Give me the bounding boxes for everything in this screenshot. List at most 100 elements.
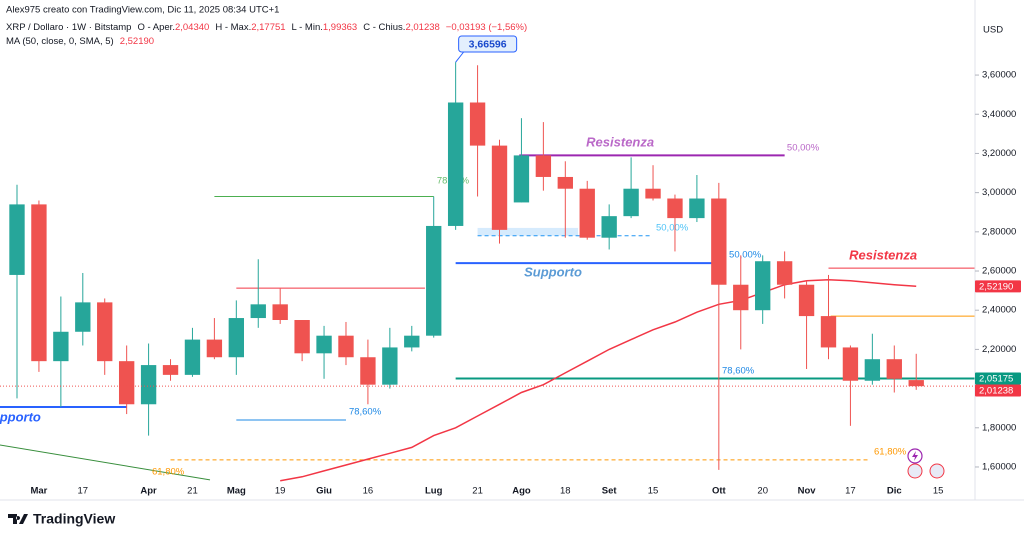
candle-body <box>447 102 464 226</box>
fib-label: 78,60% <box>722 365 755 376</box>
y-tick-label: 1,60000 <box>982 461 1016 472</box>
drawing-label: Supporto <box>0 409 41 424</box>
ma-line <box>280 279 917 482</box>
candle-body <box>557 176 573 189</box>
candle-body <box>75 302 91 332</box>
x-tick-label: 16 <box>363 486 374 497</box>
y-tick-label: 2,80000 <box>982 226 1016 237</box>
ohlc-name: C - Chius. <box>363 22 405 33</box>
event-icon <box>929 463 945 479</box>
candle-body <box>162 365 179 375</box>
x-tick-label: Mag <box>227 486 246 497</box>
candle-body <box>9 204 25 275</box>
logo-mark <box>8 514 28 524</box>
drawing-label: Resistenza <box>586 134 654 149</box>
candle-body <box>842 347 859 381</box>
ohlc-value: 2,01238 <box>405 22 439 33</box>
x-tick-label: 17 <box>845 486 856 497</box>
ohlc-value: 1,99363 <box>323 22 357 33</box>
drawing-label: Resistenza <box>849 247 917 262</box>
y-tick-label: 3,60000 <box>982 70 1016 81</box>
ma-name: MA (50, close, 0, SMA, 5) <box>6 36 114 47</box>
candle-body <box>513 155 530 203</box>
candle-body <box>426 225 442 336</box>
fib-label: 50,00% <box>656 222 689 233</box>
candle-body <box>733 284 749 311</box>
x-tick-label: Mar <box>30 486 47 497</box>
y-tick-label: 1,80000 <box>982 422 1016 433</box>
x-tick-label: Dic <box>887 486 902 497</box>
x-tick-label: Apr <box>140 486 157 497</box>
candle-body <box>272 304 288 321</box>
logo-text: TradingView <box>33 511 115 527</box>
ohlc-name: L - Min. <box>292 22 323 33</box>
ohlc-name: H - Max. <box>215 22 251 33</box>
price-tag <box>975 372 1021 385</box>
callout-label: 3,66596 <box>469 38 507 50</box>
price-tag-label: 2,05175 <box>979 373 1013 384</box>
x-tick-label: 20 <box>757 486 768 497</box>
candle-body <box>535 155 552 177</box>
x-tick-label: Giu <box>316 486 332 497</box>
y-tick-label: 2,60000 <box>982 266 1016 277</box>
candle-body <box>53 331 69 362</box>
candle-body <box>206 339 223 358</box>
fib-label: 61,80% <box>152 466 185 477</box>
fib-label: 50,00% <box>787 142 820 153</box>
candle-body <box>886 359 902 379</box>
candle-body <box>864 359 881 381</box>
x-tick-label: Set <box>602 486 618 497</box>
fib-label: 61,80% <box>874 446 907 457</box>
currency: USD <box>983 25 1003 36</box>
x-tick-label: 19 <box>275 486 286 497</box>
x-tick-label: 21 <box>187 486 198 497</box>
candle-body <box>316 335 332 354</box>
x-tick-label: Lug <box>425 486 443 497</box>
candle-body <box>908 380 924 387</box>
x-tick-label: 15 <box>648 486 659 497</box>
candle-body <box>118 361 135 405</box>
price-tag <box>975 384 1021 397</box>
event-icon <box>912 451 918 461</box>
y-tick-label: 3,40000 <box>982 109 1016 120</box>
candle-body <box>184 339 201 375</box>
ohlc-value: 2,04340 <box>175 22 209 33</box>
price-tag-label: 2,01238 <box>979 385 1013 396</box>
y-tick-label: 2,20000 <box>982 344 1016 355</box>
change: −0,03193 (−1,56%) <box>446 22 527 33</box>
candle-body <box>491 145 508 230</box>
credit: Alex975 creato con TradingView.com, Dic … <box>6 5 279 16</box>
candle-body <box>404 335 420 348</box>
candle-body <box>820 316 837 348</box>
x-tick-label: Ago <box>512 486 531 497</box>
candle-body <box>338 335 354 358</box>
candle-body <box>31 204 47 362</box>
y-tick-label: 3,00000 <box>982 187 1016 198</box>
overlay: 3,60000 3,40000 3,20000 3,00000 2,80000 2,600… <box>0 0 1024 501</box>
ohlc-value: 2,17751 <box>251 22 285 33</box>
candle-body <box>623 188 639 217</box>
plot-area: Supporto Supporto Resistenza Resistenza 78,6… <box>0 62 975 482</box>
drawing-label: Supporto <box>524 264 582 279</box>
candle-body <box>469 102 486 146</box>
callout-pointer <box>455 51 465 63</box>
candle-body <box>711 198 727 285</box>
ohlc-name: O - Aper. <box>137 22 175 33</box>
candle-body <box>360 357 376 385</box>
x-tick-label: 17 <box>78 486 89 497</box>
x-tick-label: 21 <box>472 486 483 497</box>
zone <box>477 227 579 236</box>
candle-body <box>579 188 595 238</box>
candle-body <box>601 216 617 238</box>
candle-body <box>140 365 157 405</box>
symbol: XRP / Dollaro · 1W · Bitstamp <box>6 22 131 33</box>
callout-box <box>458 35 518 53</box>
candle-body <box>755 261 771 311</box>
candle-body <box>294 320 310 354</box>
candle-body <box>798 284 815 317</box>
event-icon <box>907 463 923 479</box>
logo: TradingView <box>8 511 115 527</box>
fib-label: 50,00% <box>729 249 762 260</box>
x-tick-label: Ott <box>712 486 727 497</box>
